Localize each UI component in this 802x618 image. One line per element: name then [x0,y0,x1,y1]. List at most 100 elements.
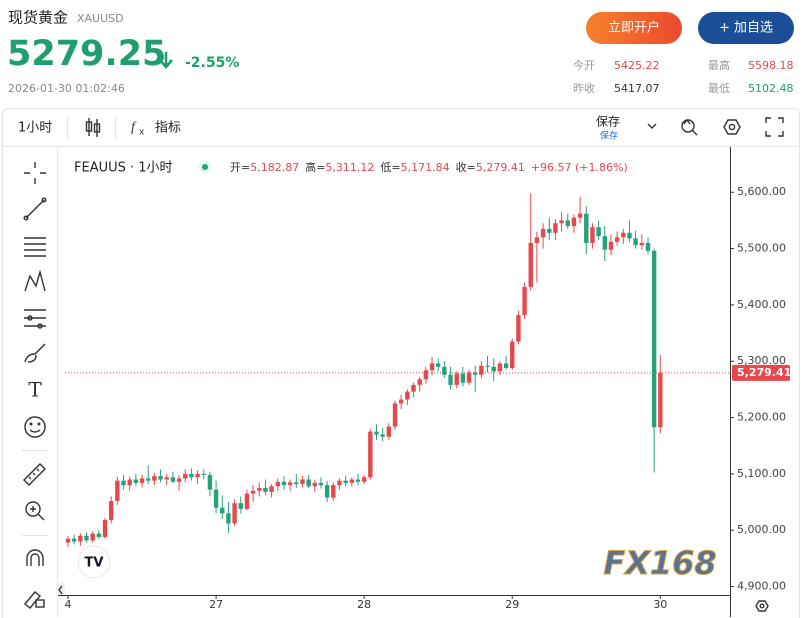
candle-body [559,220,564,224]
emoji-tool[interactable] [24,416,46,438]
quick-search-icon[interactable] [681,118,698,136]
save-menu[interactable] [647,123,657,129]
stat-value: 5598.18 [748,59,794,72]
indicators[interactable]: 指标 [155,121,181,136]
candle-body [281,481,287,486]
change: -2.55% [185,55,239,71]
collapse-arrow [58,585,63,595]
candle-body [232,503,237,524]
candle-body [257,487,262,491]
ohlc-legend: 收=5,279.41 [456,160,525,174]
indicator-icon-x[interactable]: x [139,128,145,138]
candle-body [158,476,163,480]
forecast-tool[interactable] [24,309,46,329]
candle-body [547,228,552,233]
y-tick-label: 5,600.00 [737,185,786,198]
candle-body [287,482,293,486]
collapse-toggle[interactable] [56,582,65,598]
candle-body [596,227,601,237]
candle-type-icon[interactable] [85,118,101,137]
save-sub: 保存 [600,130,618,142]
save[interactable]: 保存 [596,115,620,129]
watchlist-label[interactable]: + 加自选 [719,21,773,36]
candle-body [540,228,546,238]
chart-card [2,108,800,618]
ohlc-legend-label: 开= [230,161,250,174]
watermark: FX168 [603,544,716,582]
y-tick-label: 5,400.00 [737,298,786,311]
candle-body [71,538,77,542]
x-tick-label: 30 [653,598,667,611]
candle-body [553,223,558,233]
candle-body [152,476,157,481]
interval[interactable]: 1小时 [18,121,52,136]
candle-body [584,213,589,243]
x-tick-label: 28 [357,598,371,611]
candle-body [269,486,274,492]
settings-icon[interactable] [723,119,741,135]
candle-body [306,479,311,487]
ohlc-legend: 低=5,171.84 [380,161,449,174]
fib-tool[interactable] [24,237,46,257]
candle-body [639,242,645,246]
candle-body [398,399,404,404]
zoom-tool[interactable] [25,501,45,521]
y-tick-label: 5,000.00 [737,523,786,536]
candle-body [491,366,496,372]
fullscreen-icon[interactable] [765,117,784,137]
candle-body [651,250,657,428]
candle-body [361,477,367,482]
candle-body [207,475,213,490]
candle-body [429,363,435,371]
ohlc-legend-value: 5,171.84 [401,161,450,174]
candle-body [324,485,330,498]
lock-draw-tool[interactable] [24,591,45,609]
candle-body [127,479,132,486]
candle-body [423,370,429,380]
candle-body [405,391,410,400]
candle-body [176,478,182,482]
watchlist-button[interactable] [698,12,794,44]
y-tick-label: 4,900.00 [737,580,786,593]
x-tick-label: 4 [65,598,72,611]
y-tick-label: 5,100.00 [737,467,786,480]
ruler-tool[interactable] [23,463,46,486]
candle-body [633,238,638,246]
candle-body [133,479,139,483]
stat-label: 最高 [708,58,730,72]
pattern-tool[interactable] [24,269,46,292]
trend-line-tool[interactable] [23,197,47,221]
candle-body [244,493,250,509]
candle-body [300,479,305,485]
candle-body [318,482,324,486]
text-tool[interactable]: T [28,378,42,402]
open-account-button[interactable] [586,12,682,44]
candle-body [195,473,200,478]
candle-body [442,366,447,375]
candle-body [380,434,385,437]
candle-body [368,431,373,478]
timestamp: 2026-01-30 01:02:46 [8,82,125,95]
magnet-tool[interactable] [26,549,44,566]
ohlc-legend-value: +96.57 (+1.86%) [531,161,628,174]
candle-body [614,237,620,242]
brush-tool[interactable] [24,343,46,363]
candle-body [263,487,268,492]
open-account-label[interactable]: 立即开户 [608,20,660,36]
tv-badge [77,545,111,579]
candle-body [503,363,509,368]
candle-body [121,480,126,486]
crosshair-tool[interactable] [24,162,46,184]
candle-body [90,533,95,541]
candle-body [485,365,490,367]
candle-body [608,241,614,250]
candle-body [294,482,299,485]
axis-settings-icon[interactable] [755,600,769,612]
candle-body [473,372,478,375]
candle-body [386,426,392,437]
indicator-icon[interactable]: f [131,120,137,135]
candle-body [516,315,521,342]
candle-body [454,373,459,385]
candle-body [170,477,176,482]
